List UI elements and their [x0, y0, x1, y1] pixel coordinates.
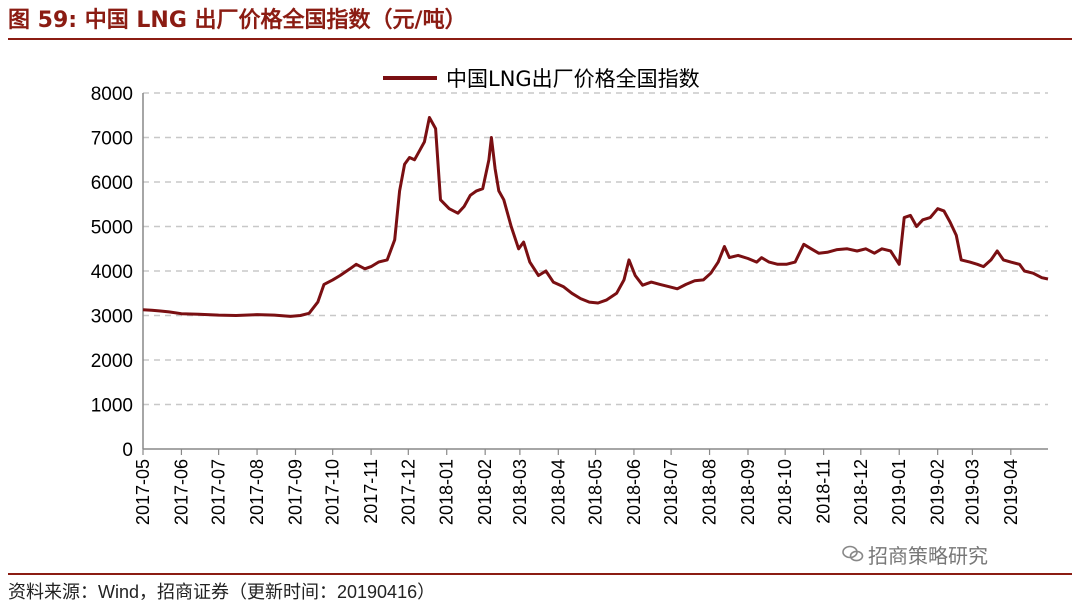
- footer-rule: [8, 573, 1072, 575]
- x-tick-label: 2018-09: [738, 459, 758, 525]
- x-tick-label: 2018-10: [775, 459, 795, 525]
- y-tick-label: 8000: [91, 84, 133, 105]
- x-tick-label: 2018-07: [661, 459, 681, 525]
- x-tick-label: 2018-02: [475, 459, 495, 525]
- x-tick-label: 2018-11: [814, 459, 834, 524]
- y-tick-label: 4000: [91, 262, 133, 283]
- series-line-0: [142, 116, 1049, 318]
- x-tick-label: 2019-04: [1001, 459, 1021, 525]
- x-tick-label: 2019-01: [889, 459, 909, 525]
- y-tick-label: 1000: [91, 396, 133, 417]
- y-tick-label: 2000: [91, 351, 133, 372]
- x-tick-label: 2017-07: [209, 459, 229, 525]
- x-tick-label: 2017-10: [323, 459, 343, 525]
- y-tick-label: 3000: [91, 307, 133, 328]
- x-tick-label: 2018-12: [851, 459, 871, 525]
- gridlines: [143, 92, 1048, 406]
- title-rule: [8, 38, 1072, 40]
- legend-label: 中国LNG出厂价格全国指数: [446, 67, 700, 91]
- x-tick-label: 2018-05: [586, 459, 606, 525]
- axes: [142, 93, 1048, 455]
- x-tick-label: 2019-02: [928, 459, 948, 525]
- x-tick-label: 2018-01: [437, 459, 457, 525]
- x-tick-label: 2017-06: [171, 459, 191, 525]
- y-tick-label: 7000: [91, 129, 133, 150]
- y-tick-label: 0: [122, 440, 133, 461]
- wechat-icon: [842, 544, 864, 568]
- x-tick-label: 2017-05: [133, 459, 153, 525]
- y-tick-label: 5000: [91, 218, 133, 239]
- y-tick-label: 6000: [91, 173, 133, 194]
- x-tick-label: 2017-12: [398, 459, 418, 525]
- source-note: 资料来源：Wind，招商证券（更新时间：20190416）: [8, 582, 436, 602]
- figure-title: 图 59: 中国 LNG 出厂价格全国指数（元/吨）: [8, 8, 467, 33]
- watermark-text: 招商策略研究: [868, 544, 988, 568]
- x-tick-label: 2019-03: [962, 459, 982, 525]
- x-tick-label: 2017-08: [247, 459, 267, 525]
- x-tick-labels: 2017-05 2017-06 2017-07 2017-08 2017-09 2017-…: [133, 459, 1021, 525]
- legend: 中国LNG出厂价格全国指数: [383, 67, 700, 91]
- x-tick-label: 2018-08: [700, 459, 720, 525]
- x-tick-label: 2018-06: [624, 459, 644, 525]
- x-tick-label: 2018-04: [548, 459, 568, 525]
- y-tick-labels: 0 1000 2000 3000 4000 5000 6000 7000 8000: [91, 84, 133, 461]
- x-tick-label: 2018-03: [510, 459, 530, 525]
- x-tick-label: 2017-09: [285, 459, 305, 525]
- watermark: 招商策略研究: [842, 540, 988, 569]
- series-layer: [142, 116, 1049, 318]
- x-tick-label: 2017-11: [361, 459, 381, 524]
